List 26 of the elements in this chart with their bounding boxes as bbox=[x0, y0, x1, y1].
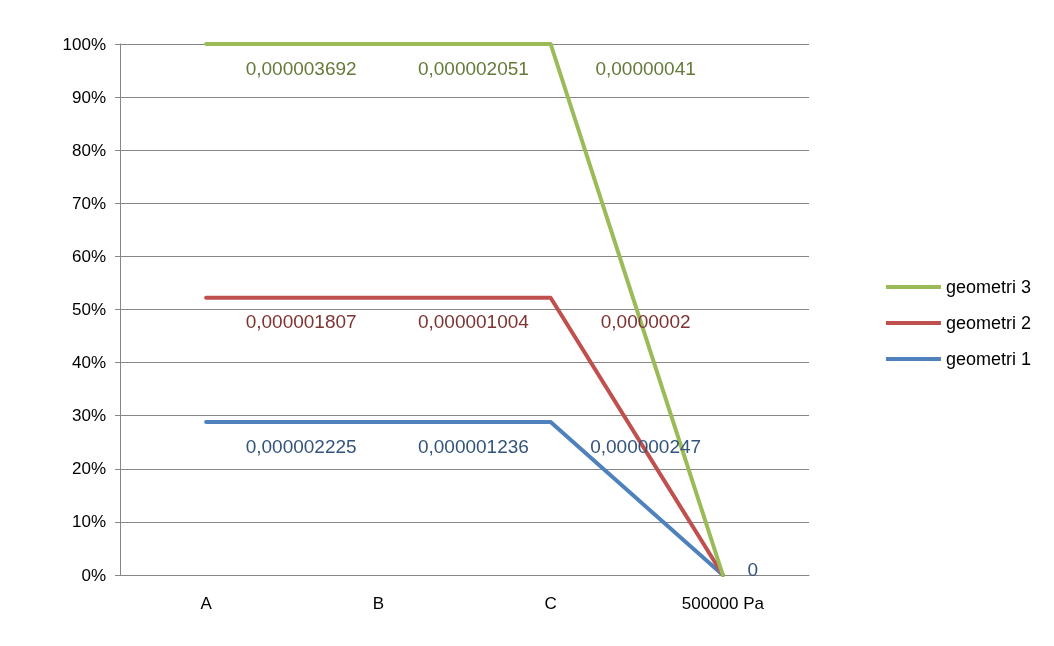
legend-label: geometri 2 bbox=[945, 313, 1031, 333]
annotation: 0,000002051 bbox=[417, 57, 529, 79]
y-tick-label: 70% bbox=[71, 193, 106, 213]
annotation: 0,00000041 bbox=[595, 57, 696, 79]
y-tick-label: 100% bbox=[62, 34, 106, 54]
x-tick-label: 500000 Pa bbox=[681, 594, 765, 613]
legend-label: geometri 3 bbox=[945, 277, 1031, 297]
y-tick-label: 60% bbox=[71, 246, 106, 266]
annotation: 0,000001807 bbox=[245, 311, 357, 333]
y-tick-label: 80% bbox=[71, 140, 106, 160]
y-tick-label: 10% bbox=[71, 512, 106, 532]
annotation: 0,000003692 bbox=[245, 57, 357, 79]
y-tick-label: 0% bbox=[81, 565, 106, 585]
y-tick-label: 40% bbox=[71, 353, 106, 373]
annotation: 0,000001236 bbox=[417, 435, 529, 457]
annotation: 0,000002225 bbox=[245, 435, 357, 457]
legend-label: geometri 1 bbox=[945, 349, 1031, 369]
annotation: 0,000001004 bbox=[417, 311, 530, 333]
x-tick-label: B bbox=[372, 594, 385, 613]
x-tick-label: A bbox=[200, 594, 213, 613]
y-tick-label: 30% bbox=[71, 406, 106, 426]
y-tick-label: 50% bbox=[71, 300, 106, 319]
y-tick-label: 20% bbox=[71, 459, 106, 479]
annotation: 0 bbox=[747, 558, 759, 580]
x-tick-label: C bbox=[544, 594, 557, 613]
y-tick-label: 90% bbox=[71, 87, 106, 107]
